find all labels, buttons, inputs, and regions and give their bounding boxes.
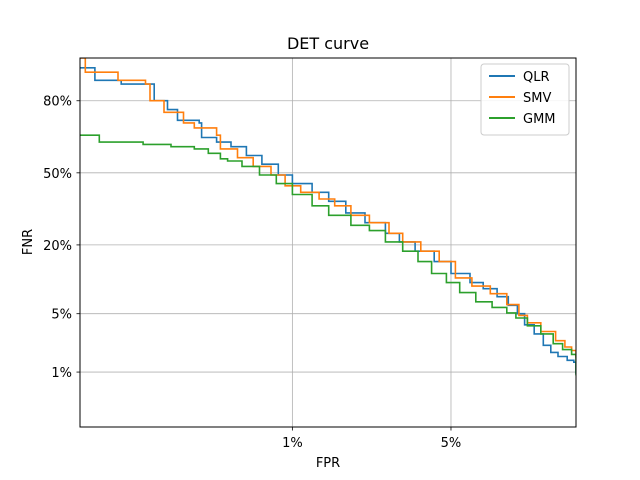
y-tick-label: 50%	[43, 167, 72, 182]
series-group	[80, 58, 576, 376]
plot-frame	[79, 57, 577, 428]
axis-ticks: 1% 5% 1% 5% 20% 50% 80%	[43, 95, 461, 451]
legend: QLR SMV GMM	[480, 63, 570, 136]
chart-title: DET curve	[287, 34, 369, 53]
y-tick-label: 1%	[51, 366, 72, 381]
y-axis-label: FNR	[21, 229, 36, 255]
legend-label-smv: SMV	[523, 91, 551, 106]
legend-label-qlr: QLR	[523, 70, 550, 85]
y-tick-label: 80%	[43, 95, 72, 110]
y-tick-label: 20%	[43, 239, 72, 254]
x-axis-label: FPR	[316, 456, 340, 471]
x-tick-label: 1%	[282, 436, 303, 451]
series-line-gmm	[80, 134, 576, 376]
x-tick-label: 5%	[441, 436, 462, 451]
y-tick-label: 5%	[51, 308, 72, 323]
series-line-smv	[80, 58, 576, 358]
legend-label-gmm: GMM	[523, 112, 556, 127]
